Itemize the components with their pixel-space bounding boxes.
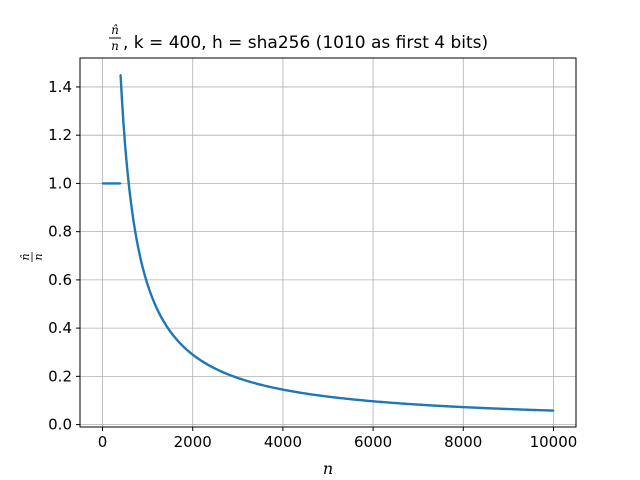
- data-point: [119, 182, 122, 185]
- data-point: [137, 248, 140, 251]
- y-tick-label: 0.8: [48, 223, 72, 241]
- x-axis-label: n: [323, 459, 333, 478]
- data-point: [169, 330, 172, 333]
- y-tick-label: 1.4: [48, 78, 72, 96]
- y-axis-label: n̂ n: [19, 252, 45, 262]
- x-tick-label: 10000: [530, 433, 578, 451]
- title-frac-num: n̂: [111, 23, 119, 37]
- title-text: , k = 400, h = sha256 (1010 as first 4 b…: [123, 33, 488, 53]
- y-tick-label: 1.2: [48, 126, 72, 144]
- chart-title: n̂ n , k = 400, h = sha256 (1010 as firs…: [109, 23, 488, 53]
- series-layer: [101, 73, 555, 412]
- title-frac-den: n: [111, 39, 119, 53]
- data-point: [282, 388, 284, 391]
- y-tick-label: 0.4: [48, 319, 72, 337]
- x-tick-label: 8000: [444, 433, 482, 451]
- y-tick-label: 0.0: [48, 416, 72, 434]
- data-point: [236, 377, 239, 379]
- y-tick-label: 0.2: [48, 367, 72, 385]
- plot-frame: [79, 57, 577, 428]
- x-tick-label: 4000: [264, 433, 302, 451]
- x-tick-label: 6000: [354, 433, 392, 451]
- y-axis: 0.0 0.2 0.4 0.6 0.8 1.0 1.2 1.4: [48, 78, 80, 434]
- data-point: [119, 73, 122, 76]
- data-point: [101, 182, 104, 185]
- data-point: [191, 353, 194, 356]
- data-point: [124, 143, 126, 146]
- series-line-segment-2: [119, 74, 554, 412]
- data-point: [327, 395, 329, 398]
- y-tick-label: 1.0: [48, 174, 72, 192]
- x-tick-label: 0: [98, 433, 108, 451]
- data-point: [552, 409, 555, 412]
- y-label-num: n̂: [19, 253, 32, 260]
- y-label-den: n: [32, 253, 45, 260]
- grid-lines: [80, 58, 576, 427]
- data-point: [372, 400, 374, 403]
- y-tick-label: 0.6: [48, 271, 72, 289]
- data-point: [128, 190, 131, 193]
- x-axis: 0 2000 4000 6000 8000 10000: [98, 427, 578, 451]
- data-point: [146, 283, 149, 286]
- x-tick-label: 2000: [174, 433, 212, 451]
- data-point: [462, 406, 465, 408]
